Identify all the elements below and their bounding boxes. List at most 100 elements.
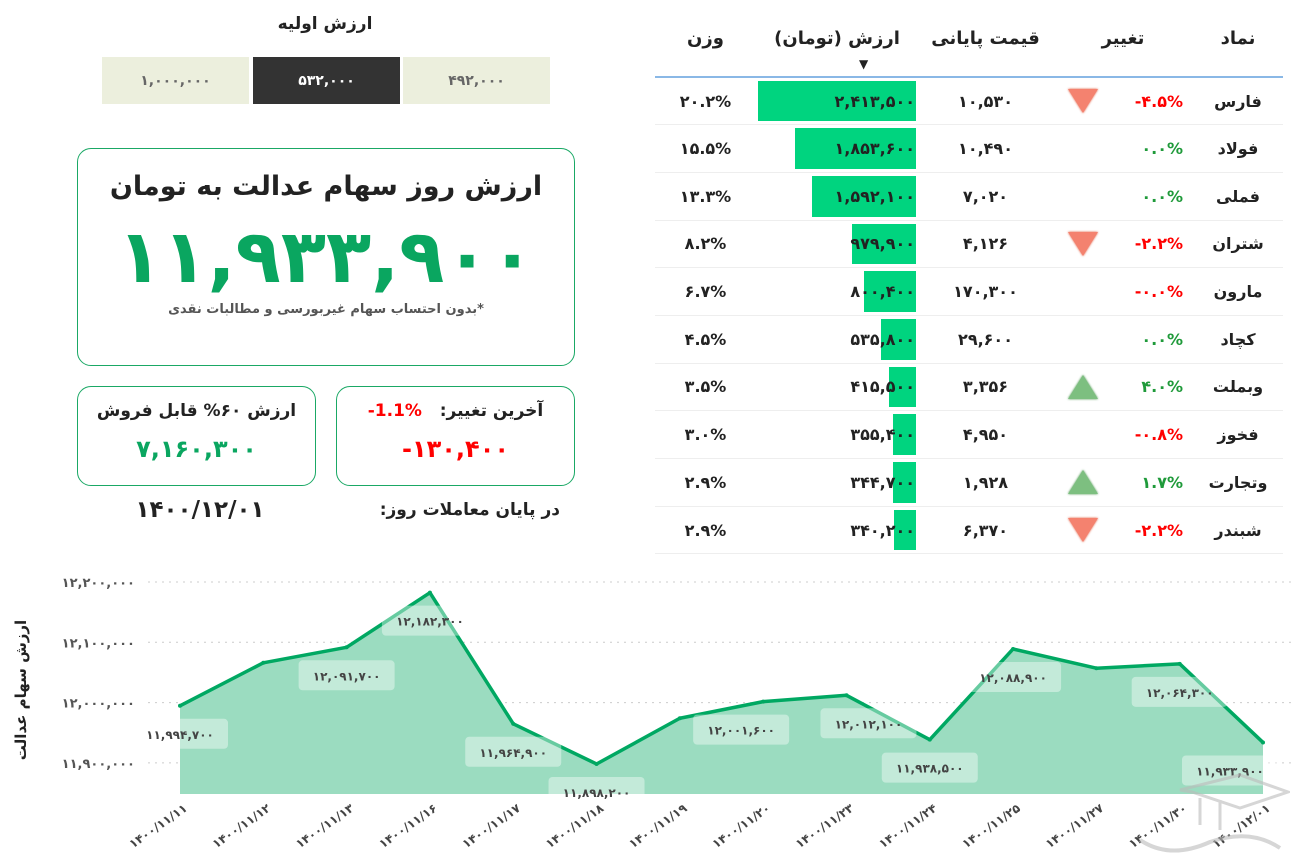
value-text: ۹۷۹,۹۰۰ bbox=[850, 234, 915, 254]
data-point bbox=[844, 693, 849, 698]
value-text: ۱,۸۵۳,۶۰۰ bbox=[834, 139, 915, 159]
initial-value-option-492000[interactable]: ۴۹۲,۰۰۰ bbox=[403, 57, 550, 104]
symbol-cell: مارون bbox=[1193, 267, 1283, 316]
change-text: -۰.۰% bbox=[1134, 282, 1183, 302]
x-tick-label: ۱۴۰۰/۱۱/۲۰ bbox=[710, 801, 773, 851]
data-point bbox=[1011, 646, 1016, 651]
value-bar bbox=[893, 509, 916, 551]
last-change-value: -۱۳۰,۴۰۰ bbox=[402, 435, 509, 463]
data-point bbox=[261, 660, 266, 665]
value-cell: ۹۷۹,۹۰۰ bbox=[756, 220, 918, 269]
header-value-label: ارزش (تومان) bbox=[774, 27, 900, 49]
data-label-box bbox=[132, 718, 228, 749]
x-tick-label: ۱۴۰۰/۱۱/۲۳ bbox=[793, 801, 857, 851]
header-value[interactable]: ارزش (تومان) ▼ bbox=[756, 0, 918, 78]
x-tick-label: ۱۴۰۰/۱۱/۱۹ bbox=[626, 801, 690, 851]
symbol-cell: فولاد bbox=[1193, 124, 1283, 173]
table-row[interactable]: مارون -۰.۰% ۱۷۰,۳۰۰ ۸۰۰,۴۰۰ ۶.۷% bbox=[655, 267, 1283, 316]
value-bar bbox=[758, 81, 916, 122]
value-text: ۳۵۵,۴۰۰ bbox=[850, 425, 915, 445]
data-label: ۱۲,۰۰۱,۶۰۰ bbox=[707, 724, 775, 738]
initial-value-title: ارزش اولیه bbox=[277, 14, 373, 34]
portfolio-table: نماد تغییر قیمت پایانی ارزش (تومان) ▼ وزن… bbox=[655, 0, 1283, 555]
data-label-box bbox=[465, 736, 562, 767]
down-arrow-icon bbox=[1068, 231, 1098, 256]
value-bar bbox=[892, 414, 916, 455]
data-label-box bbox=[693, 714, 790, 745]
table-row[interactable]: وتجارت ۱.۷% ۱,۹۲۸ ۳۴۴,۷۰۰ ۲.۹% bbox=[655, 458, 1283, 507]
price-cell: ۱,۹۲۸ bbox=[918, 458, 1053, 507]
x-tick-label: ۱۴۰۰/۱۱/۲۷ bbox=[1043, 801, 1107, 851]
data-label: ۱۲,۰۶۴,۳۰۰ bbox=[1146, 686, 1214, 700]
data-label: ۱۱,۹۳۳,۹۰۰ bbox=[1196, 764, 1264, 778]
value-bar bbox=[880, 318, 916, 360]
data-point bbox=[677, 716, 682, 721]
y-tick-label: ۱۱,۹۰۰,۰۰۰ bbox=[62, 757, 135, 772]
value-cell: ۳۴۴,۷۰۰ bbox=[756, 458, 918, 507]
value-text: ۳۴۰,۲۰۰ bbox=[850, 520, 915, 540]
change-text: ۱.۷% bbox=[1141, 472, 1183, 492]
header-weight[interactable]: وزن bbox=[655, 0, 756, 78]
initial-value-option-1000000[interactable]: ۱,۰۰۰,۰۰۰ bbox=[102, 57, 249, 104]
sort-desc-icon[interactable]: ▼ bbox=[859, 57, 869, 71]
date-label: در پایان معاملات روز: bbox=[379, 500, 560, 520]
weight-cell: ۱۳.۳% bbox=[655, 172, 756, 221]
x-tick-label: ۱۴۰۰/۱۱/۲۴ bbox=[876, 801, 939, 851]
symbol-cell: شبندر bbox=[1193, 506, 1283, 555]
x-tick-label: ۱۴۰۰/۱۱/۲۵ bbox=[960, 801, 1023, 851]
price-cell: ۴,۱۲۶ bbox=[918, 220, 1053, 269]
header-change[interactable]: تغییر bbox=[1053, 0, 1193, 78]
sellable-value: ۷,۱۶۰,۳۰۰ bbox=[136, 435, 257, 463]
current-value-card: ارزش روز سهام عدالت به تومان ۱۱,۹۳۳,۹۰۰ … bbox=[77, 148, 575, 366]
down-arrow-icon bbox=[1068, 518, 1098, 543]
change-cell: -۰.۸% bbox=[1053, 410, 1193, 459]
up-arrow-icon bbox=[1068, 374, 1098, 399]
data-label-box bbox=[381, 605, 478, 636]
data-label: ۱۲,۱۸۲,۳۰۰ bbox=[396, 615, 464, 629]
table-row[interactable]: وبملت ۴.۰% ۳,۳۵۶ ۴۱۵,۵۰۰ ۳.۵% bbox=[655, 363, 1283, 412]
change-text: ۰.۰% bbox=[1141, 186, 1183, 206]
value-bar bbox=[794, 128, 916, 169]
price-cell: ۲۹,۶۰۰ bbox=[918, 315, 1053, 364]
table-row[interactable]: کچاد ۰.۰% ۲۹,۶۰۰ ۵۳۵,۸۰۰ ۴.۵% bbox=[655, 315, 1283, 364]
value-history-chart: ۱۱,۹۰۰,۰۰۰ ۱۲,۰۰۰,۰۰۰ ۱۲,۱۰۰,۰۰۰ ۱۲,۲۰۰,۰۰۰… bbox=[12, 576, 1295, 851]
value-cell: ۲,۴۱۳,۵۰۰ bbox=[756, 77, 918, 126]
value-text: ۲,۴۱۳,۵۰۰ bbox=[834, 91, 915, 111]
symbol-cell: کچاد bbox=[1193, 315, 1283, 364]
value-bar bbox=[888, 366, 916, 408]
change-text: ۰.۰% bbox=[1141, 139, 1183, 159]
table-row[interactable]: شتران -۲.۲% ۴,۱۲۶ ۹۷۹,۹۰۰ ۸.۲% bbox=[655, 220, 1283, 269]
data-point bbox=[178, 703, 182, 708]
data-label-box bbox=[820, 708, 917, 739]
table-row[interactable]: فارس -۴.۵% ۱۰,۵۳۰ ۲,۴۱۳,۵۰۰ ۲۰.۲% bbox=[655, 77, 1283, 126]
price-cell: ۳,۳۵۶ bbox=[918, 363, 1053, 412]
initial-value-option-532000[interactable]: ۵۳۲,۰۰۰ bbox=[253, 57, 400, 104]
value-text: ۱,۵۹۲,۱۰۰ bbox=[834, 186, 915, 206]
weight-cell: ۲.۹% bbox=[655, 506, 756, 555]
last-change-percent: -1.1% bbox=[367, 401, 422, 421]
symbol-cell: فملی bbox=[1193, 172, 1283, 221]
data-point bbox=[761, 699, 766, 704]
change-text: ۴.۰% bbox=[1141, 377, 1183, 397]
table-row[interactable]: فملی ۰.۰% ۷,۰۲۰ ۱,۵۹۲,۱۰۰ ۱۳.۳% bbox=[655, 172, 1283, 221]
x-tick-label: ۱۴۰۰/۱۱/۱۸ bbox=[543, 801, 607, 851]
table-row[interactable]: شبندر -۲.۲% ۶,۳۷۰ ۳۴۰,۲۰۰ ۲.۹% bbox=[655, 506, 1283, 555]
data-point bbox=[511, 721, 516, 726]
value-text: ۸۰۰,۴۰۰ bbox=[850, 282, 915, 302]
price-cell: ۱۰,۵۳۰ bbox=[918, 77, 1053, 126]
sellable-card: ارزش ۶۰% قابل فروش ۷,۱۶۰,۳۰۰ bbox=[77, 386, 316, 486]
y-axis-label: ارزش سهام عدالت bbox=[12, 620, 30, 760]
table-row[interactable]: فخوز -۰.۸% ۴,۹۵۰ ۳۵۵,۴۰۰ ۳.۰% bbox=[655, 410, 1283, 459]
header-symbol[interactable]: نماد bbox=[1193, 0, 1283, 78]
data-point bbox=[927, 737, 932, 742]
weight-cell: ۸.۲% bbox=[655, 220, 756, 269]
change-cell: ۱.۷% bbox=[1053, 458, 1193, 507]
value-cell: ۱,۸۵۳,۶۰۰ bbox=[756, 124, 918, 173]
header-price[interactable]: قیمت پایانی bbox=[918, 0, 1053, 78]
data-point bbox=[344, 645, 349, 650]
table-row[interactable]: فولاد ۰.۰% ۱۰,۴۹۰ ۱,۸۵۳,۶۰۰ ۱۵.۵% bbox=[655, 124, 1283, 173]
symbol-cell: وبملت bbox=[1193, 363, 1283, 412]
change-cell: ۰.۰% bbox=[1053, 124, 1193, 173]
data-label: ۱۲,۰۹۱,۷۰۰ bbox=[313, 669, 381, 683]
x-tick-label: ۱۴۰۰/۱۱/۱۷ bbox=[460, 801, 524, 851]
